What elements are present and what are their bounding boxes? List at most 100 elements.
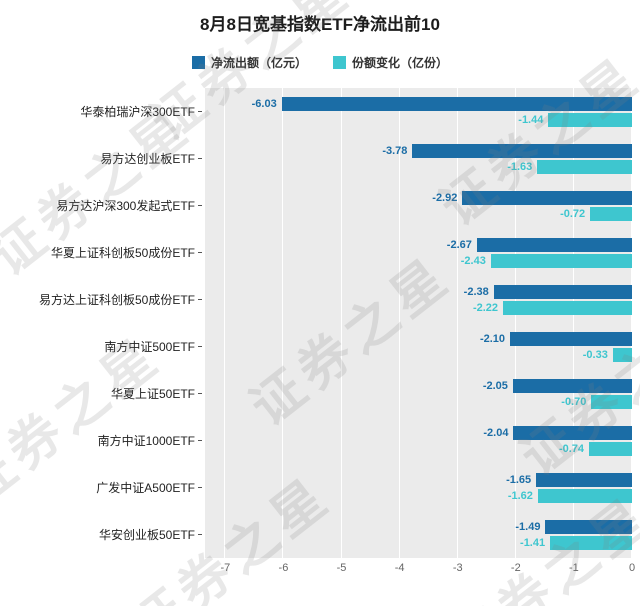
gridline — [398, 88, 400, 558]
y-axis-tick — [198, 393, 202, 394]
bar-line: -2.43 — [205, 253, 632, 268]
bar-line: -1.41 — [205, 535, 632, 550]
x-tick-label: -5 — [336, 562, 347, 574]
x-tick-label: -6 — [278, 562, 289, 574]
chart-row: 南方中证500ETF -2.10 -0.33 — [0, 323, 640, 370]
legend-item-netflow: 净流出额（亿元） — [191, 54, 307, 71]
category-label: 广发中证A500ETF — [96, 481, 195, 495]
bar-group: -1.65 -1.62 — [205, 472, 632, 503]
bar-line: -1.62 — [205, 488, 632, 503]
bar-net-outflow — [476, 237, 632, 252]
bar-line: -2.38 — [205, 284, 632, 299]
category-label: 易方达创业板ETF — [100, 152, 195, 166]
category-label: 南方中证500ETF — [104, 340, 195, 354]
bar-value-label: -2.04 — [483, 426, 509, 439]
category-label: 南方中证1000ETF — [97, 434, 195, 448]
bar-group: -2.04 -0.74 — [205, 425, 632, 456]
bar-value-label: -0.70 — [561, 395, 587, 408]
bar-group: -3.78 -1.63 — [205, 143, 632, 174]
gridline — [282, 88, 284, 558]
bar-net-outflow — [513, 425, 632, 440]
x-tick-label: -3 — [452, 562, 463, 574]
bar-net-outflow — [281, 96, 632, 111]
x-tick-label: 0 — [628, 562, 636, 574]
legend-label-netflow: 净流出额（亿元） — [210, 56, 307, 70]
gridline — [340, 88, 342, 558]
bar-group: -2.92 -0.72 — [205, 190, 632, 221]
y-axis-tick — [198, 440, 202, 441]
bar-line: -3.78 — [205, 143, 632, 158]
bar-share-change — [612, 347, 632, 362]
bar-value-label: -1.63 — [507, 160, 533, 173]
category-label: 华夏上证科创板50成份ETF — [50, 246, 195, 260]
y-axis-tick — [198, 487, 202, 488]
bar-share-change — [591, 394, 632, 409]
legend-swatch-share-change — [333, 56, 346, 69]
bar-share-change — [537, 159, 632, 174]
bar-value-label: -1.49 — [515, 520, 541, 533]
x-tick-label: -1 — [569, 562, 579, 574]
bar-group: -6.03 -1.44 — [205, 96, 632, 127]
bar-value-label: -0.74 — [558, 442, 585, 455]
plot-rows: 华泰柏瑞沪深300ETF -6.03 -1.44 易方达创业板ETF -3.78 -1.6… — [0, 88, 640, 558]
bar-value-label: -2.38 — [463, 285, 489, 298]
bar-value-label: -2.43 — [460, 254, 486, 267]
category-label: 华泰柏瑞沪深300ETF — [80, 105, 195, 119]
x-tick-label: -7 — [220, 562, 231, 574]
y-axis-tick — [198, 205, 202, 206]
y-axis-tick — [198, 158, 202, 159]
y-axis-tick — [198, 534, 202, 535]
legend-item-share-change: 份额变化（亿份） — [333, 54, 448, 71]
y-axis-tick — [198, 299, 202, 300]
chart-title: 8月8日宽基指数ETF净流出前10 — [200, 15, 440, 34]
bar-value-label: -2.22 — [472, 301, 499, 314]
legend-label-share-change: 份额变化（亿份） — [352, 56, 449, 70]
bar-share-change — [490, 253, 632, 268]
bar-line: -2.05 — [205, 378, 632, 393]
bar-line: -1.49 — [205, 519, 632, 534]
bar-share-change — [537, 488, 632, 503]
bar-line: -2.92 — [205, 190, 632, 205]
bar-value-label: -1.62 — [507, 489, 533, 502]
bar-value-label: -2.92 — [432, 191, 458, 204]
bar-group: -2.38 -2.22 — [205, 284, 632, 315]
bar-line: -0.70 — [205, 394, 632, 409]
gridline — [572, 88, 574, 558]
gridline — [456, 88, 458, 558]
bar-share-change — [548, 112, 632, 127]
bar-value-label: -0.72 — [560, 207, 586, 220]
bar-value-label: -3.78 — [382, 144, 408, 157]
chart-body: 华泰柏瑞沪深300ETF -6.03 -1.44 易方达创业板ETF -3.78 -1.6… — [0, 88, 640, 558]
x-axis: -7 -6 -5 -4 -3 -2 -1 0 — [205, 562, 636, 578]
bar-line: -1.44 — [205, 112, 632, 127]
bar-group: -2.05 -0.70 — [205, 378, 632, 409]
gridline — [631, 88, 632, 558]
chart-row: 南方中证1000ETF -2.04 -0.74 — [0, 417, 640, 464]
bar-line: -0.72 — [205, 206, 632, 221]
bar-net-outflow — [462, 190, 632, 205]
chart-row: 易方达创业板ETF -3.78 -1.63 — [0, 135, 640, 182]
bar-group: -2.10 -0.33 — [205, 331, 632, 362]
category-label: 华夏上证50ETF — [110, 387, 195, 401]
legend: 净流出额（亿元） 份额变化（亿份） — [0, 54, 640, 71]
y-axis-tick — [198, 111, 202, 112]
bar-value-label: -1.41 — [520, 536, 546, 549]
legend-swatch-netflow — [191, 56, 205, 69]
x-tick-label: -4 — [394, 562, 405, 574]
bar-value-label: -1.65 — [506, 473, 532, 486]
chart-row: 华安创业板50ETF -1.49 -1.41 — [0, 511, 640, 558]
bar-net-outflow — [512, 378, 632, 393]
category-label: 华安创业板50ETF — [98, 528, 195, 542]
chart-row: 易方达沪深300发起式ETF -2.92 -0.72 — [0, 182, 640, 229]
bar-line: -0.74 — [205, 441, 632, 456]
bar-value-label: -2.05 — [482, 379, 508, 392]
bar-share-change — [590, 206, 632, 221]
bar-value-label: -1.44 — [518, 113, 544, 126]
gridline — [224, 88, 226, 558]
bar-share-change — [503, 300, 632, 315]
bar-line: -2.67 — [205, 237, 632, 252]
gridline — [514, 88, 516, 558]
y-axis-tick — [198, 252, 202, 253]
bar-line: -1.65 — [205, 472, 632, 487]
